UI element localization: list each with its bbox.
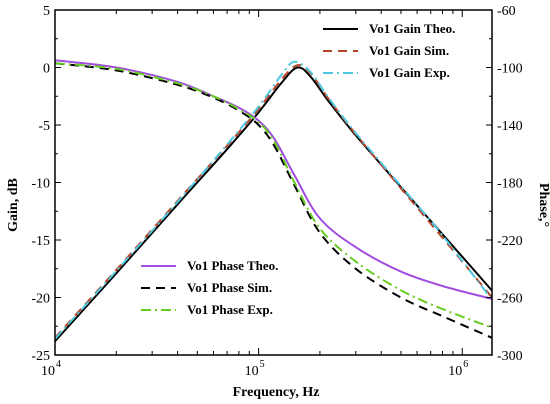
y-left-tick-label: 5 [43,4,50,19]
series-line-5 [55,62,492,339]
y-right-tick-label: -260 [497,292,523,307]
series-line-3 [55,60,492,340]
series-line-2 [55,64,492,339]
y-axis-label-right: Phase,° [536,183,550,227]
y-left-tick-label: -20 [31,292,50,307]
legend-label: Vo1 Gain Sim. [369,43,449,58]
x-tick-label: 105 [245,359,265,379]
curves-layer [55,59,492,342]
legend-phase: Vo1 Phase Theo. Vo1 Phase Sim. Vo1 Phase E… [141,258,278,317]
y-axis-label-left: Gain, dB [6,178,21,232]
series-line-4 [55,59,492,300]
legend-label: Vo1 Gain Theo. [369,21,455,36]
y-left-tick-label: -5 [38,119,50,134]
legend-label: Vo1 Gain Exp. [369,65,450,80]
y-right-tick-label: -300 [497,349,523,364]
series-line-1 [55,66,492,342]
y-left-tick-label: -25 [31,349,50,364]
y-left-tick-label: -15 [31,234,50,249]
y-left-tick-label: 0 [43,62,50,77]
y-right-tick-label: -100 [497,62,523,77]
y-right-tick-label: -140 [497,119,523,134]
ticks-layer: 104 105 10650-5-10-15-20-25-60-100-140-180… [31,4,522,379]
legend-gain: Vo1 Gain Theo. Vo1 Gain Sim. Vo1 Gain Exp. [323,21,455,80]
x-tick-label: 106 [448,359,468,379]
y-left-tick-label: -10 [31,177,50,192]
legend-label: Vo1 Phase Sim. [187,280,272,295]
y-right-tick-label: -180 [497,177,523,192]
series-line-6 [55,62,492,329]
legend-label: Vo1 Phase Theo. [187,258,278,273]
y-right-tick-label: -220 [497,234,523,249]
x-axis-label: Frequency, Hz [233,385,320,400]
y-right-tick-label: -60 [497,4,516,19]
legend-label: Vo1 Phase Exp. [187,302,273,317]
